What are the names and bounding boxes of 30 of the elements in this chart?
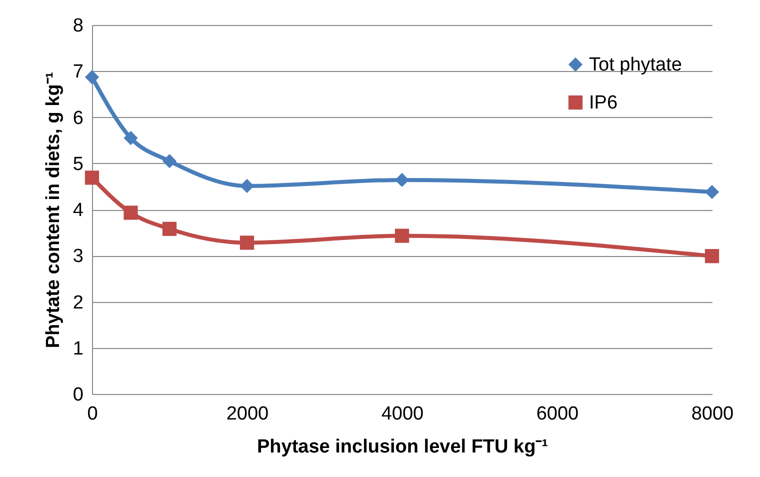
x-tick-label: 8000 [691, 404, 734, 424]
point [240, 178, 254, 194]
point [84, 170, 100, 185]
point [240, 236, 254, 250]
y-tick-label: 1 [72, 338, 84, 360]
point [124, 206, 138, 220]
point [162, 154, 177, 168]
legend-label: IP6 [589, 92, 618, 114]
x-tick-label: 0 [87, 404, 98, 424]
point [394, 172, 410, 188]
y-axis-title: Phytate content in diets, g kg⁻¹ [42, 72, 64, 348]
legend-label: Tot phytate [589, 54, 682, 76]
y-tick-label: 4 [72, 200, 84, 221]
y-tick-label: 6 [72, 108, 84, 129]
x-axis-title: Phytase inclusion level FTU kg⁻¹ [256, 436, 548, 458]
point [84, 70, 100, 84]
y-tick-label: 0 [72, 384, 84, 406]
point [124, 130, 138, 146]
x-tick-label: 4000 [381, 404, 424, 424]
y-tick-label: 3 [72, 246, 84, 268]
y-tick-label: 7 [72, 62, 84, 83]
y-tick-label: 5 [72, 154, 84, 175]
x-tick-label: 2000 [226, 404, 269, 424]
point [162, 222, 177, 236]
y-tick-label: 2 [72, 292, 84, 314]
point [394, 228, 410, 243]
point [704, 249, 720, 264]
point [704, 184, 720, 200]
y-tick-label: 8 [72, 16, 84, 36]
x-tick-label: 6000 [536, 404, 579, 424]
